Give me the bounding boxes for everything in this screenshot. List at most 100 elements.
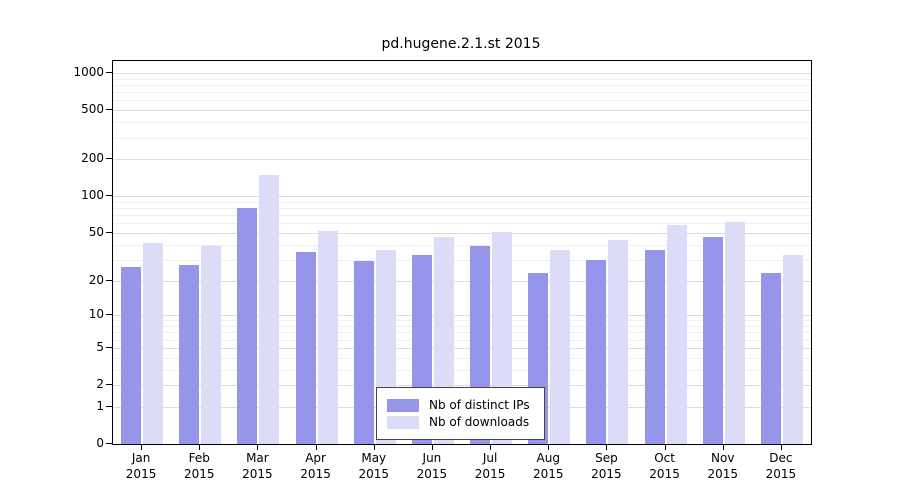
- legend-swatch-distinct-ips: [387, 398, 419, 412]
- y-label-0: 0: [96, 436, 104, 450]
- bar-distinct-ips-feb: [179, 265, 200, 444]
- legend-label-downloads: Nb of downloads: [429, 415, 530, 429]
- bar-distinct-ips-jan: [121, 267, 142, 444]
- plot-area: [112, 60, 812, 445]
- y-tick-5: [106, 346, 112, 348]
- gridline-50: [113, 232, 811, 234]
- legend-label-distinct-ips: Nb of distinct IPs: [429, 398, 530, 412]
- x-label-dec: Dec 2015: [765, 451, 797, 481]
- bar-downloads-aug: [550, 250, 571, 444]
- y-label-500: 500: [81, 102, 104, 117]
- y-label-1000: 1000: [73, 65, 104, 79]
- x-tick-dec: [780, 444, 782, 450]
- x-label-nov: Nov 2015: [707, 451, 739, 481]
- y-tick-0: [106, 443, 112, 444]
- bar-downloads-nov: [724, 222, 745, 444]
- legend-item-distinct-ips: Nb of distinct IPs: [387, 398, 530, 412]
- x-label-feb: Feb 2015: [183, 451, 215, 481]
- x-label-jun: Jun 2015: [416, 451, 448, 481]
- legend: Nb of distinct IPs Nb of downloads: [376, 387, 545, 440]
- y-label-50: 50: [88, 224, 104, 239]
- legend-item-downloads: Nb of downloads: [387, 415, 530, 429]
- gridline-400: [113, 122, 811, 124]
- y-tick-10: [106, 314, 112, 316]
- gridline-500: [113, 110, 811, 112]
- bar-downloads-apr: [317, 230, 338, 444]
- gridline-100: [113, 196, 811, 198]
- x-tick-oct: [664, 444, 666, 450]
- y-label-10: 10: [88, 307, 104, 322]
- bar-downloads-dec: [782, 254, 803, 444]
- y-tick-100: [106, 195, 112, 197]
- x-tick-sep: [606, 444, 608, 450]
- x-tick-aug: [548, 444, 550, 450]
- bar-downloads-oct: [666, 225, 687, 444]
- y-label-200: 200: [81, 151, 104, 166]
- gridline-10: [113, 315, 811, 317]
- x-label-may: May 2015: [358, 451, 390, 481]
- x-label-jul: Jul 2015: [474, 451, 506, 481]
- gridline-700: [113, 92, 811, 94]
- y-label-1: 1: [96, 398, 104, 413]
- y-label-100: 100: [81, 188, 104, 203]
- x-label-sep: Sep 2015: [591, 451, 622, 481]
- gridline-800: [113, 84, 811, 86]
- y-tick-1000: [106, 72, 112, 73]
- x-tick-jun: [431, 444, 433, 450]
- y-label-5: 5: [96, 339, 104, 354]
- chart-title: pd.hugene.2.1.st 2015: [381, 36, 541, 52]
- x-label-apr: Apr 2015: [300, 451, 331, 481]
- y-label-2: 2: [96, 377, 104, 391]
- gridline-7: [113, 332, 811, 334]
- bar-downloads-mar: [259, 174, 280, 444]
- y-tick-50: [106, 231, 112, 233]
- legend-swatch-downloads: [387, 415, 419, 429]
- y-tick-2: [106, 384, 112, 385]
- gridline-8: [113, 326, 811, 327]
- gridline-600: [113, 100, 811, 102]
- gridline-90: [113, 201, 811, 203]
- bar-downloads-sep: [608, 239, 629, 444]
- x-tick-mar: [257, 444, 259, 450]
- bar-downloads-feb: [201, 245, 222, 444]
- gridline-900: [113, 78, 811, 80]
- gridline-80: [113, 208, 811, 210]
- x-tick-nov: [722, 444, 724, 450]
- gridline-6: [113, 339, 811, 341]
- x-tick-jul: [490, 444, 492, 450]
- x-label-oct: Oct 2015: [649, 451, 680, 481]
- gridline-2: [113, 385, 811, 386]
- bar-distinct-ips-dec: [760, 273, 781, 444]
- bar-downloads-jan: [143, 243, 164, 444]
- x-label-jan: Jan 2015: [125, 451, 157, 481]
- x-label-mar: Mar 2015: [242, 451, 273, 481]
- gridline-9: [113, 320, 811, 322]
- bar-distinct-ips-may: [353, 261, 374, 444]
- bar-distinct-ips-sep: [586, 259, 607, 444]
- bar-distinct-ips-oct: [644, 250, 665, 444]
- y-tick-20: [106, 279, 112, 281]
- bar-distinct-ips-apr: [295, 251, 316, 444]
- x-label-aug: Aug 2015: [532, 451, 564, 481]
- y-tick-200: [106, 158, 112, 160]
- gridline-30: [113, 259, 811, 261]
- gridline-5: [113, 347, 811, 349]
- gridline-70: [113, 215, 811, 217]
- x-tick-feb: [199, 444, 201, 450]
- x-tick-jan: [141, 444, 143, 450]
- gridline-20: [113, 280, 811, 282]
- gridline-40: [113, 244, 811, 246]
- x-tick-may: [373, 444, 375, 450]
- bar-distinct-ips-mar: [237, 208, 258, 444]
- x-tick-apr: [315, 444, 317, 450]
- gridline-60: [113, 223, 811, 225]
- gridline-200: [113, 159, 811, 161]
- y-tick-500: [106, 109, 112, 111]
- bar-distinct-ips-nov: [702, 237, 723, 444]
- gridline-4: [113, 357, 811, 359]
- gridline-300: [113, 137, 811, 139]
- gridline-1000: [113, 73, 811, 74]
- gridline-3: [113, 369, 811, 371]
- y-tick-1: [106, 405, 112, 407]
